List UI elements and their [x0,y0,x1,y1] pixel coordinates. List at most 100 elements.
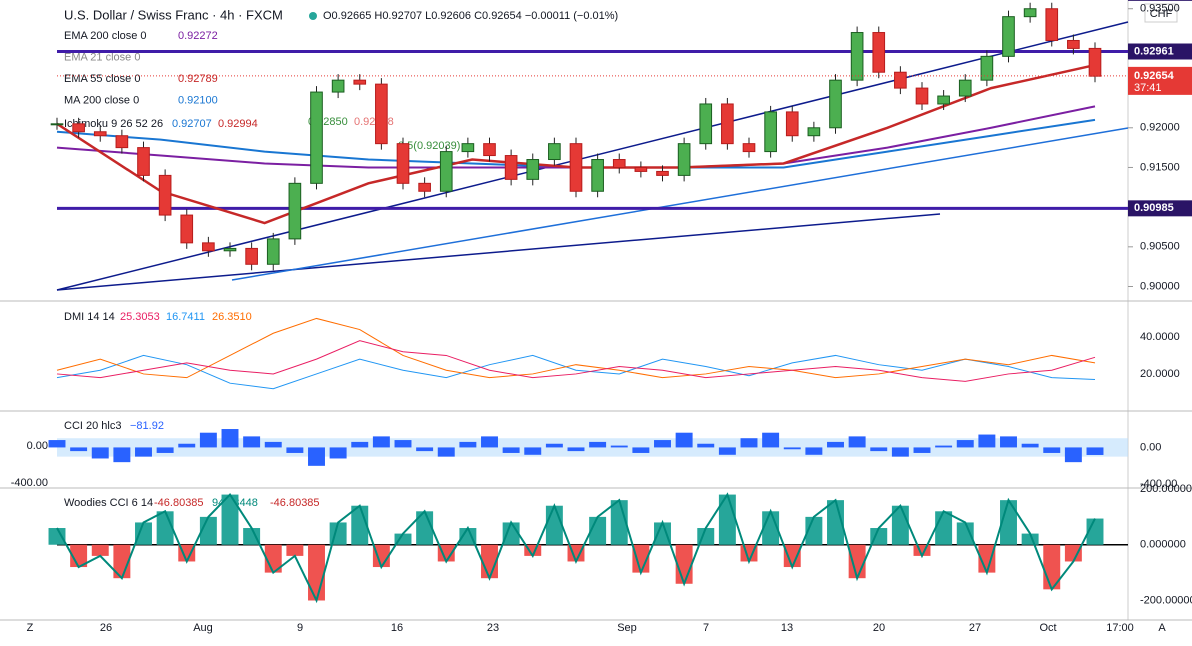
woodies-bar [978,544,996,573]
cci-bar [48,440,66,448]
candle [742,143,756,153]
woodies-bar [221,494,239,545]
woodies-bar [545,505,563,545]
cci-bar [827,441,844,448]
x-label: 17:00 [1106,622,1134,634]
candle [656,170,669,176]
woodies-bar [956,522,974,545]
cci-bar [632,447,650,453]
candle [202,242,215,252]
woodies-bar [502,522,520,545]
woodies-bar [632,544,650,573]
ichimoku-v1: 0.92707 [172,118,212,130]
x-label: 26 [100,622,112,634]
candle [872,32,886,73]
price-tick: 0.91500 [1140,161,1180,173]
symbol-title: U.S. Dollar / Swiss Franc · 4h · FXCM [64,7,283,22]
candle [677,143,691,176]
candle [50,123,64,126]
candle [331,79,345,93]
currency-box[interactable] [1144,3,1178,23]
x-label: 20 [873,622,885,634]
legend-name: EMA 55 close 0 [64,73,140,85]
cci-bar [502,447,520,453]
cci-bar [1000,436,1017,448]
candle [548,143,561,161]
cci-bar [308,447,325,466]
candle [958,79,972,97]
legend-name: EMA 21 close 0 [64,51,140,63]
woodies-bar [91,544,109,556]
woodies-name: Woodies CCI 6 14 [64,497,153,509]
cci-tick: 0.00 [1140,441,1161,453]
cci-bar [524,447,542,455]
dmi-tick: 20.0000 [1140,368,1180,380]
dmi-plus [56,354,1096,390]
woodies-bar [783,544,801,568]
cci-bar [178,443,196,448]
woodies-bar [70,544,88,568]
legend-name: EMA 200 close 0 [64,30,147,42]
ichimoku-v2: 0.92994 [218,118,258,130]
level-tag [1128,0,1192,1]
ohlc: O0.92665 H0.92707 L0.92606 C0.92654 −0.0… [323,10,618,22]
candle [266,238,280,265]
cci-bar [740,438,758,448]
woodies-bar [243,528,261,545]
footer-btn[interactable]: Z [27,622,34,634]
level-tag [1128,43,1192,60]
candle [310,91,323,184]
candle [439,151,453,192]
cci-bar [437,447,455,457]
cci-bar [91,447,109,459]
candle [569,143,583,192]
cci-bar [956,440,974,448]
x-label: 9 [297,622,303,634]
candle [396,143,410,184]
candle [785,111,799,137]
legend-value: 0.92789 [178,73,218,85]
x-label: 7 [703,622,709,634]
price-tick: 0.93500 [1140,3,1180,15]
woodies-bar [178,544,196,562]
cci-bar [286,447,304,453]
cci-name: CCI 20 hlc3 [64,420,121,432]
currency[interactable]: CHF [1150,8,1173,20]
candle [937,95,950,105]
cci-bar [610,445,628,448]
cci-bar [978,434,996,448]
cci-bar [243,436,261,448]
dmi-v: 25.3053 [120,311,160,323]
cci-bar [372,436,390,448]
cci-bar [394,440,412,448]
woodies-bar [805,516,823,545]
footer-btn[interactable]: A [1158,622,1166,634]
candle [158,174,172,216]
trend-line [56,213,941,291]
last-label: 0.92654 [1134,70,1175,82]
cci-bar [264,441,282,448]
dmi-v: 16.7411 [166,311,205,323]
cci-bar [199,432,217,448]
level-label: 0.90985 [1134,202,1174,214]
candle [223,247,237,252]
last-tag [1128,66,1192,95]
cci-left-tick: 0.00 [27,440,48,452]
woodies-bar [1064,544,1082,562]
dmi-v: 26.3510 [212,311,252,323]
woodies-bar [459,528,477,545]
candle [829,79,842,129]
candle [288,182,302,240]
candle [526,159,540,180]
x-label: Aug [193,622,213,634]
ichimoku-name: Ichimoku 9 26 52 26 [64,118,163,130]
dmi-name: DMI 14 14 [64,311,115,323]
candle [137,147,150,176]
candle [418,182,431,192]
status-dot [309,12,317,20]
candle [721,103,734,145]
woodies-tick: 200.000000 [1140,483,1192,495]
x-label: 13 [781,622,793,634]
cci-bar [1021,443,1039,448]
